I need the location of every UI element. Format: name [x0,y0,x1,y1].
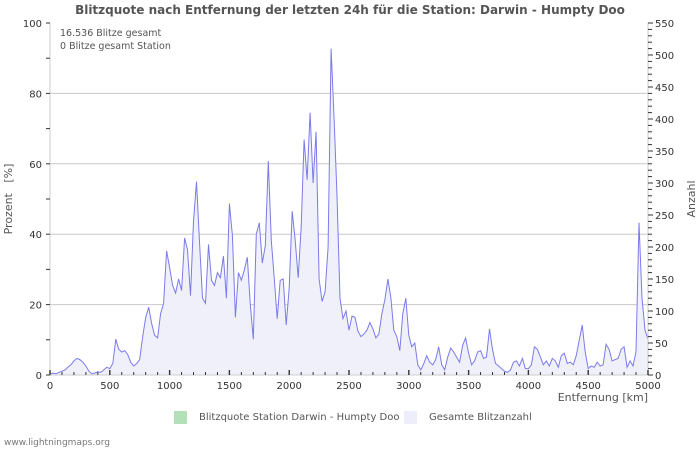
right-tick-label: 350 [655,147,674,158]
right-tick-label: 150 [655,275,674,286]
total-count-area [50,48,648,375]
right-tick-label: 50 [655,339,668,350]
left-tick-label: 40 [29,230,42,241]
chart-title: Blitzquote nach Entfernung der letzten 2… [75,3,625,17]
x-tick-label: 3000 [396,381,421,392]
legend-item-station-rate: Blitzquote Station Darwin - Humpty Doo [174,411,399,424]
legend-label-total-count: Gesamte Blitzanzahl [429,412,532,423]
total-strikes-label: 16.536 Blitze gesamt [60,28,162,39]
right-tick-label: 250 [655,211,674,222]
right-tick-label: 400 [655,115,674,126]
x-tick-label: 2500 [336,381,361,392]
total-count-line [49,48,649,375]
x-tick-label: 500 [100,381,119,392]
legend-label-station-rate: Blitzquote Station Darwin - Humpty Doo [199,412,400,423]
x-tick-label: 2000 [276,381,301,392]
right-tick-label: 200 [655,243,674,254]
left-tick-label: 60 [29,160,42,171]
right-tick-label: 300 [655,179,674,190]
x-tick-label: 4500 [575,381,600,392]
left-tick-label: 0 [36,371,42,382]
footer-credit: www.lightningmaps.org [4,438,110,448]
legend-swatch-total-count [404,411,417,424]
right-tick-label: 550 [655,19,674,30]
left-axis-title: Prozent [%] [2,164,15,235]
x-tick-label: 4000 [516,381,541,392]
x-axis-title: Entfernung [km] [558,391,648,404]
right-tick-label: 500 [655,51,674,62]
x-tick-label: 1000 [157,381,182,392]
x-tick-label: 1500 [217,381,242,392]
right-tick-label: 0 [655,371,661,382]
legend-item-total-count: Gesamte Blitzanzahl [404,411,532,424]
right-tick-label: 100 [655,307,674,318]
legend-swatch-station-rate [174,411,187,424]
x-tick-label: 0 [47,381,53,392]
x-tick-label: 5000 [635,381,660,392]
right-tick-label: 450 [655,83,674,94]
left-tick-label: 20 [29,301,42,312]
x-tick-label: 3500 [456,381,481,392]
right-axis-title: Anzahl [685,180,698,217]
left-tick-label: 100 [23,19,42,30]
left-tick-label: 80 [29,89,42,100]
station-strikes-label: 0 Blitze gesamt Station [60,41,171,52]
